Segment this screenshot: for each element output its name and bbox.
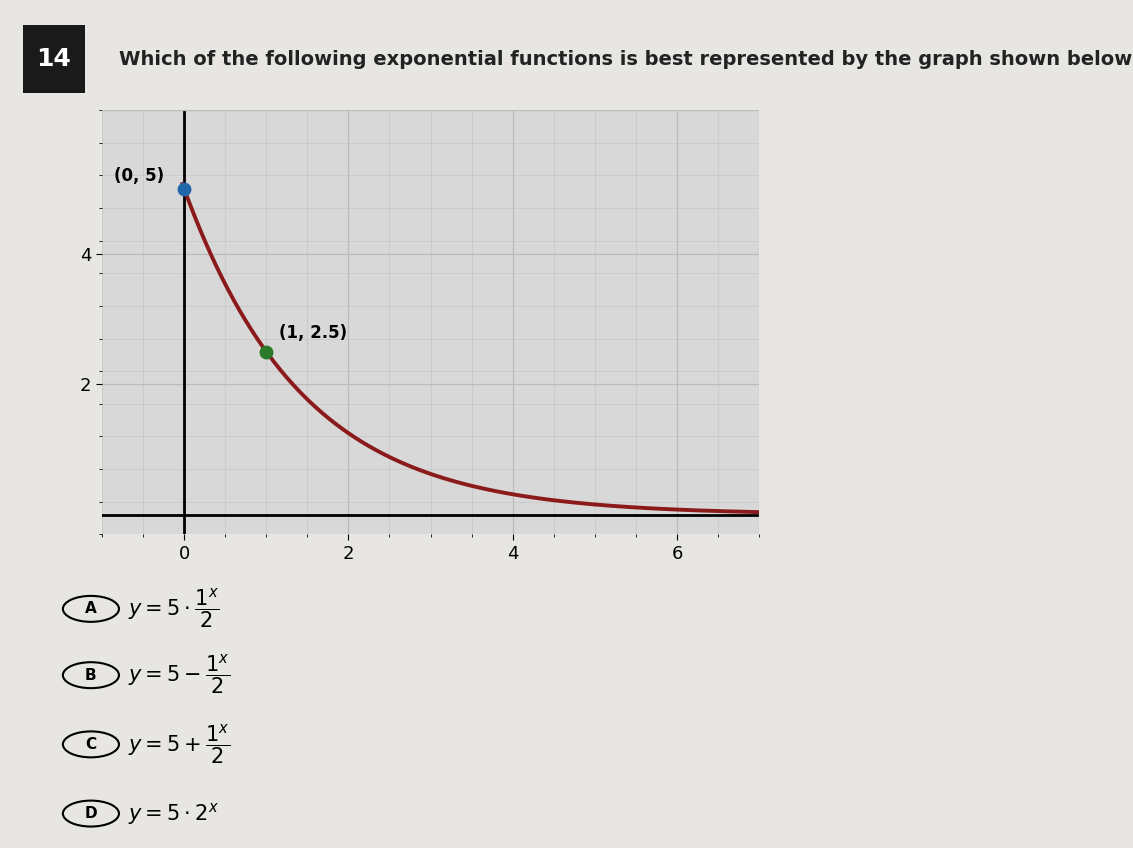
Text: A: A (85, 601, 96, 616)
Text: Which of the following exponential functions is best represented by the graph sh: Which of the following exponential funct… (119, 50, 1133, 69)
Text: $y = 5 + \dfrac{1^x}{2}$: $y = 5 + \dfrac{1^x}{2}$ (128, 722, 230, 767)
Text: $y = 5 \cdot 2^x$: $y = 5 \cdot 2^x$ (128, 801, 219, 827)
Text: C: C (85, 737, 96, 752)
Text: $y = 5 \cdot \dfrac{1^x}{2}$: $y = 5 \cdot \dfrac{1^x}{2}$ (128, 587, 220, 631)
Text: (1, 2.5): (1, 2.5) (279, 324, 347, 342)
Text: $y = 5 - \dfrac{1^x}{2}$: $y = 5 - \dfrac{1^x}{2}$ (128, 653, 230, 697)
Text: B: B (85, 667, 96, 683)
Text: D: D (85, 806, 97, 821)
Text: (0, 5): (0, 5) (114, 167, 164, 185)
Text: 14: 14 (36, 47, 71, 71)
